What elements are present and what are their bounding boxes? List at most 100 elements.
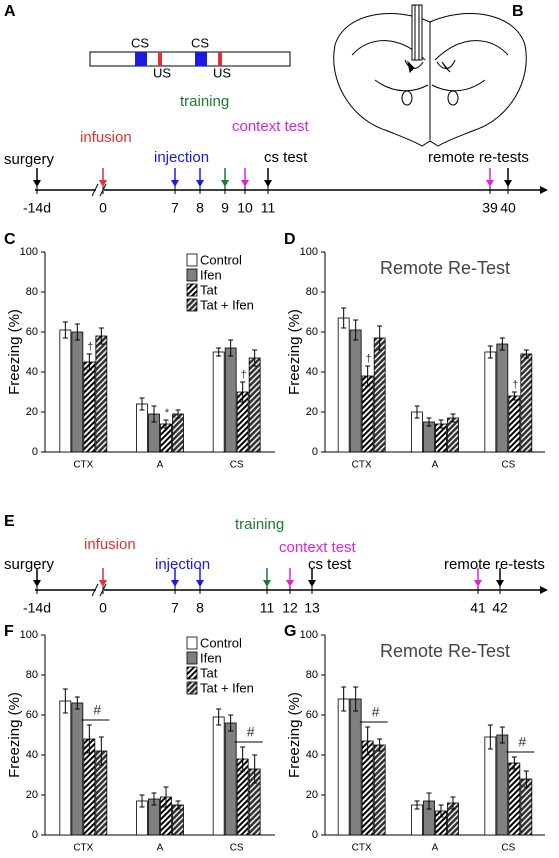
error-bar (365, 726, 371, 756)
bar (496, 734, 509, 836)
event-arrowhead (171, 580, 179, 587)
event-arrowhead (99, 180, 107, 187)
infusion-site (441, 61, 451, 73)
legend-swatch (186, 298, 198, 312)
protocol-label: CS (131, 35, 149, 50)
timeline-tick-label: 42 (492, 600, 508, 616)
tract (374, 79, 486, 92)
bar (349, 698, 362, 836)
bar (373, 744, 386, 836)
event-label: cs test (264, 149, 308, 166)
error-bar (426, 417, 432, 427)
significance-label: † (512, 379, 518, 391)
error-bar (414, 405, 420, 419)
error-bar (216, 347, 222, 357)
event-label: remote re-tests (444, 556, 545, 573)
legend-swatch (186, 283, 198, 297)
bar (484, 351, 497, 453)
timeline-tick-label: 40 (500, 200, 516, 216)
error-bar (175, 409, 181, 419)
bar (337, 698, 350, 836)
error-bar (365, 365, 371, 387)
timeline-tick-label: 8 (196, 200, 204, 216)
x-tick-label: CTX (73, 843, 93, 853)
bar (59, 700, 72, 836)
bar (349, 329, 362, 453)
error-bar (523, 770, 529, 788)
event-arrowhead (241, 180, 249, 187)
panel-label: B (512, 3, 524, 20)
legend-label: Tat (200, 282, 218, 297)
bar (224, 347, 237, 453)
y-tick-label: 60 (306, 326, 318, 338)
cs-block (135, 52, 147, 66)
bar (59, 329, 72, 453)
legend-swatch (186, 666, 198, 680)
legend-swatch (186, 268, 198, 282)
brain-diagram (333, 4, 527, 147)
bar (496, 343, 509, 453)
error-bar (240, 381, 246, 403)
legend-label: Control (200, 635, 242, 650)
x-tick-label: CTX (73, 460, 93, 471)
error-bar (438, 804, 444, 818)
y-tick-label: 80 (26, 669, 38, 681)
bar (224, 722, 237, 836)
panel-label: G (284, 623, 296, 640)
significance-label: † (241, 369, 247, 381)
y-tick-label: 20 (306, 789, 318, 801)
y-tick-label: 40 (306, 366, 318, 378)
y-axis-label: Freezing (%) (286, 692, 303, 778)
x-tick-label: CS (230, 843, 244, 853)
x-tick-label: CS (501, 460, 515, 471)
bar (508, 395, 521, 453)
event-arrowhead (496, 580, 504, 587)
timeline-tick-label: 13 (304, 600, 320, 616)
y-tick-label: 80 (26, 286, 38, 298)
error-bar (163, 419, 169, 429)
protocol-label: US (153, 65, 171, 80)
us-block (218, 52, 222, 66)
panel-label: C (4, 231, 16, 248)
timeline-tick-label: 7 (171, 200, 179, 216)
legend-label: Ifen (200, 267, 222, 282)
timeline-tick-label: 11 (260, 600, 275, 616)
y-tick-label: 60 (26, 709, 38, 721)
bar (136, 403, 148, 453)
event-arrowhead (33, 180, 41, 187)
protocol-box (89, 51, 291, 67)
error-bar (228, 714, 234, 732)
error-bar (139, 794, 145, 808)
error-bar (341, 686, 347, 712)
error-bar (175, 800, 181, 810)
x-tick-label: A (432, 843, 439, 853)
error-bar (377, 325, 383, 351)
error-bar (139, 397, 145, 411)
protocol-label: US (213, 65, 231, 80)
error-bar (62, 688, 68, 714)
error-bar (74, 696, 80, 710)
protocol: CS US CS US (89, 35, 291, 80)
timeline-arrowhead (540, 186, 548, 194)
event-arrowhead (33, 580, 41, 587)
error-bar (151, 792, 157, 806)
error-bar (341, 307, 347, 329)
us-block (158, 52, 162, 66)
timeline-tick-label: 10 (237, 200, 253, 216)
error-bar (98, 736, 104, 766)
x-tick-label: CTX (352, 460, 372, 471)
bar (361, 375, 374, 453)
panel-label: D (284, 231, 296, 248)
event-arrowhead (474, 580, 482, 587)
bar (83, 361, 96, 453)
protocol-label: CS (191, 35, 209, 50)
significance-label: † (366, 353, 372, 365)
event-label: remote re-tests (428, 149, 529, 166)
event-label: context test (279, 539, 357, 556)
event-label: infusion (84, 536, 136, 553)
legend-label: Tat + Ifen (200, 680, 254, 695)
bar (248, 357, 261, 453)
significance-label: # (518, 734, 526, 750)
event-arrowhead (99, 580, 107, 587)
